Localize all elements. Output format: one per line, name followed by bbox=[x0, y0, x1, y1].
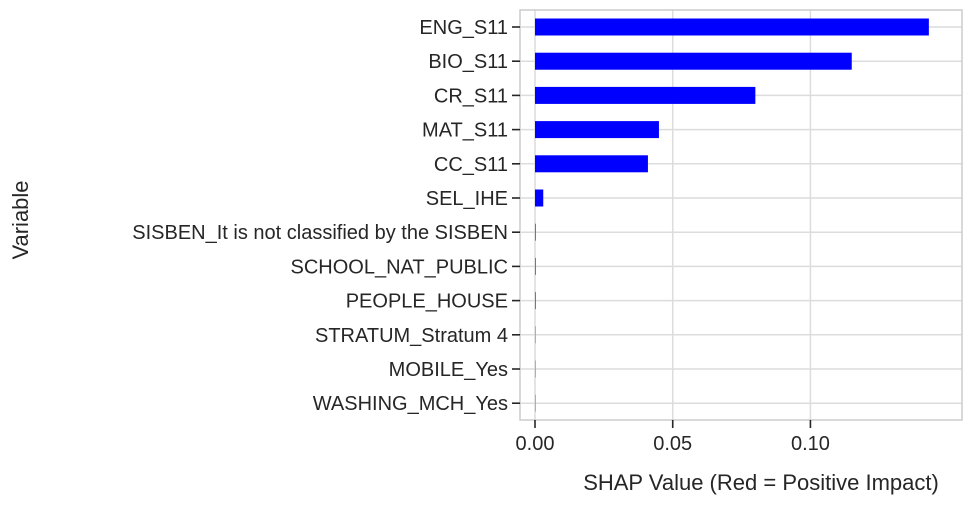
bar-mat-s11 bbox=[535, 121, 659, 139]
y-tick-label: WASHING_MCH_Yes bbox=[313, 393, 508, 415]
grid-layer bbox=[520, 10, 962, 420]
x-tick-label: 0.05 bbox=[653, 433, 692, 455]
y-tick-label: SISBEN_It is not classified by the SISBE… bbox=[132, 222, 508, 244]
bar-sisben-it-is-not-classified-by-the-sisben bbox=[535, 223, 536, 241]
y-tick-label: SEL_IHE bbox=[426, 188, 508, 210]
bar-cr-s11 bbox=[535, 86, 756, 104]
y-axis-title: Variable bbox=[8, 180, 33, 259]
y-tick-label: MOBILE_Yes bbox=[389, 359, 508, 381]
y-tick-label: BIO_S11 bbox=[428, 51, 508, 73]
y-tick-label: SCHOOL_NAT_PUBLIC bbox=[291, 256, 508, 278]
bar-people-house bbox=[535, 292, 536, 310]
bar-layer bbox=[535, 18, 929, 412]
y-tick-label: CC_S11 bbox=[434, 154, 508, 176]
y-tick-label: ENG_S11 bbox=[419, 17, 508, 39]
y-tick-label: MAT_S11 bbox=[422, 120, 508, 142]
bar-school-nat-public bbox=[535, 257, 536, 275]
x-tick-layer: 0.00 0.05 0.10 bbox=[516, 420, 830, 455]
y-tick-label: CR_S11 bbox=[434, 85, 508, 107]
x-tick-label: 0.10 bbox=[791, 433, 830, 455]
bar-sel-ihe bbox=[535, 189, 544, 207]
plot-frame bbox=[519, 9, 963, 421]
bar-cc-s11 bbox=[535, 155, 648, 173]
x-tick-label: 0.00 bbox=[516, 433, 555, 455]
x-axis-title: SHAP Value (Red = Positive Impact) bbox=[583, 470, 939, 495]
y-tick-label: PEOPLE_HOUSE bbox=[346, 291, 508, 313]
y-tick-layer: ENG_S11 BIO_S11 CR_S11 MAT_S11 CC_S11 SEL_IHE… bbox=[132, 17, 520, 415]
y-tick-label: STRATUM_Stratum 4 bbox=[315, 325, 508, 347]
bar-eng-s11 bbox=[535, 18, 929, 36]
bar-bio-s11 bbox=[535, 52, 852, 70]
